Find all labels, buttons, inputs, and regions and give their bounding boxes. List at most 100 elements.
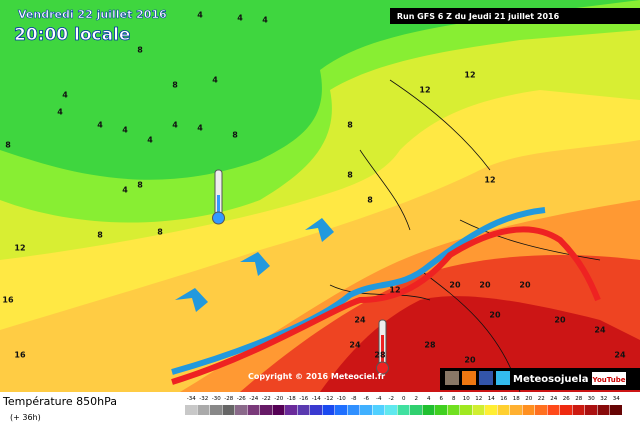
contour-label: 4 xyxy=(97,121,103,130)
scale-cell xyxy=(435,405,447,415)
scale-label: -32 xyxy=(199,396,208,402)
scale-label: 20 xyxy=(525,396,532,402)
contour-label: 12 xyxy=(419,86,430,95)
icon xyxy=(496,371,510,385)
scale-cell xyxy=(572,405,585,415)
scale-cell xyxy=(522,405,535,415)
scale-label: 26 xyxy=(563,396,570,402)
scale-label: -4 xyxy=(376,396,382,402)
contour-label: 20 xyxy=(554,316,566,325)
scale-cell xyxy=(197,405,210,415)
contour-label: 8 xyxy=(157,228,163,237)
scale-cell xyxy=(272,405,285,415)
contour-label: 8 xyxy=(367,196,373,205)
scale-cell xyxy=(222,405,235,415)
scale-label: 0 xyxy=(402,396,406,402)
scale-cell xyxy=(397,405,410,415)
scale-label: 14 xyxy=(488,396,495,402)
scale-label: 18 xyxy=(513,396,520,402)
scale-cell xyxy=(247,405,260,415)
scale-label: 34 xyxy=(613,396,620,402)
scale-cell xyxy=(497,405,510,415)
scale-cell xyxy=(410,405,422,415)
contour-label: 4 xyxy=(62,91,68,100)
contour-label: 12 xyxy=(464,71,475,80)
scale-cell xyxy=(460,405,472,415)
scale-cell xyxy=(372,405,385,415)
thermometer-hot xyxy=(376,319,389,375)
arrow xyxy=(175,288,208,312)
icon xyxy=(445,371,459,385)
scale-cell xyxy=(385,405,397,415)
scale-cell xyxy=(210,405,222,415)
contour-label: 4 xyxy=(212,76,218,85)
contour-label: 24 xyxy=(349,341,361,350)
scale-cell xyxy=(585,405,597,415)
scale-label: 8 xyxy=(452,396,456,402)
brand: Meteosojuela xyxy=(513,374,589,385)
time: 20:00 locale xyxy=(14,25,130,45)
contour-label: 20 xyxy=(519,281,531,290)
contour-label: 4 xyxy=(197,124,203,133)
scale-label: -16 xyxy=(299,396,308,402)
scale-label: -28 xyxy=(224,396,233,402)
contour-label: 8 xyxy=(5,141,11,150)
scale-label: -8 xyxy=(351,396,357,402)
scale-label: 10 xyxy=(463,396,470,402)
scale-cell xyxy=(610,405,622,415)
scale-cell xyxy=(485,405,497,415)
scale-label: 24 xyxy=(550,396,557,402)
scale-label: -34 xyxy=(187,396,196,402)
scale-cell xyxy=(335,405,347,415)
scale-cell xyxy=(260,405,272,415)
date: Vendredi 22 juillet 2016 xyxy=(18,8,167,21)
color-scale: -34 -32 -30 -28 -26 -24 -22 -20 -18 -16 -14 -12 -10-… xyxy=(185,396,622,415)
run-label: Run GFS 6 Z du Jeudi 21 juillet 2016 xyxy=(397,12,560,21)
copyright: Copyright © 2016 Meteociel.fr xyxy=(248,372,385,381)
scale-cell xyxy=(347,405,360,415)
scale-label: -14 xyxy=(312,396,321,402)
scale-label: 12 xyxy=(475,396,482,402)
scale-cell xyxy=(447,405,460,415)
contour-label: 4 xyxy=(172,121,178,130)
scale-label: -30 xyxy=(212,396,221,402)
contour-label: 12 xyxy=(389,286,400,295)
scale-label: -26 xyxy=(237,396,246,402)
warm-front xyxy=(171,226,601,385)
contour-label: 28 xyxy=(374,351,386,360)
scale-cell xyxy=(535,405,547,415)
contour-label: 8 xyxy=(137,46,143,55)
scale-cell xyxy=(285,405,297,415)
scale-cell xyxy=(560,405,572,415)
scale-label: -24 xyxy=(249,396,258,402)
contour-label: 16 xyxy=(14,351,26,360)
scale-cell xyxy=(422,405,435,415)
coastline xyxy=(329,79,601,393)
video-label: YouTube xyxy=(592,376,626,384)
contour-label: 24 xyxy=(614,351,626,360)
contour-label: 20 xyxy=(449,281,461,290)
thermometer-cold xyxy=(212,169,225,225)
scale-cell xyxy=(322,405,335,415)
scale-cell xyxy=(235,405,247,415)
contour-label: 4 xyxy=(57,108,63,117)
arrow xyxy=(240,252,270,276)
scale-label: -18 xyxy=(287,396,296,402)
scale-label: 4 xyxy=(427,396,431,402)
scale-label: -22 xyxy=(262,396,271,402)
contour-label: 8 xyxy=(347,171,353,180)
run-box xyxy=(390,8,640,24)
contour-label: 4 xyxy=(122,186,128,195)
scale-label: 16 xyxy=(500,396,507,402)
contour-label: 12 xyxy=(484,176,495,185)
scale-cell xyxy=(510,405,522,415)
contour-label: 20 xyxy=(479,281,491,290)
contour-label: 20 xyxy=(464,356,476,365)
contour-label: 4 xyxy=(147,136,153,145)
scale-label: -12 xyxy=(324,396,333,402)
scale-cell xyxy=(472,405,485,415)
footer-subtitle: (+ 36h) xyxy=(10,413,41,422)
scale-cell xyxy=(360,405,372,415)
scale-label: 2 xyxy=(415,396,419,402)
